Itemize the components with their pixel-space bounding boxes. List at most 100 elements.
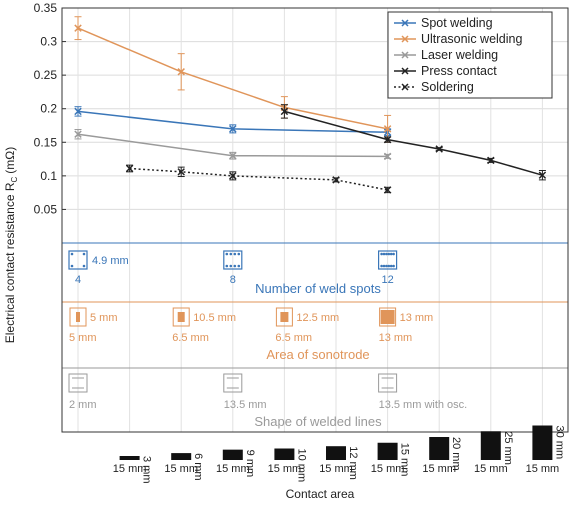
contact-area-item: 15 mm3 mm [113, 456, 153, 484]
weld-spot-dot [233, 252, 237, 256]
sonotrode-fill [280, 312, 289, 322]
weld-spot-dot [389, 264, 393, 268]
data-point [125, 164, 134, 173]
contact-area-width: 15 mm [113, 463, 147, 475]
contact-area-height: 12 mm [347, 446, 359, 480]
sonotrode-outline [379, 307, 397, 327]
legend-marker [401, 83, 409, 91]
weld-spot-dot [70, 252, 74, 256]
weld-spot-dot [82, 252, 86, 256]
marker-stroke [74, 130, 82, 138]
data-point [383, 135, 392, 144]
weld-spot-outline [68, 250, 88, 270]
sonotrode-width-label: 10.5 mm [193, 312, 236, 324]
weld-spot-dot [382, 264, 386, 268]
weld-spot-dot [233, 264, 237, 268]
marker-stroke [383, 125, 392, 133]
y-axis-title-main: Electrical contact resistance R [3, 182, 17, 343]
data-point [74, 24, 82, 32]
marker-stroke [435, 145, 443, 153]
y-tick-label: 0.35 [34, 1, 58, 15]
sonotrode-outline [172, 307, 190, 327]
weld-spot-dot [389, 252, 393, 256]
sonotrode-height-label: 6.5 mm [172, 332, 209, 344]
series-line-press-contact [284, 110, 543, 176]
x-axis-title: Contact area [286, 487, 355, 501]
data-point [177, 68, 185, 76]
marker-stroke [280, 107, 289, 116]
sonotrode-fill [177, 312, 185, 322]
legend: Spot welding Ultrasonic welding Laser weld… [387, 11, 553, 99]
marker-stroke [125, 164, 134, 173]
contact-area-height: 15 mm [399, 443, 411, 477]
contact-area-patch [429, 437, 450, 460]
contact-area-item: 15 mm9 mm [216, 449, 256, 478]
contact-area-patch [377, 442, 398, 460]
welded-line-label: 13.5 mm with osc. [379, 399, 468, 411]
series-layer [74, 16, 547, 194]
sonotrode-icon [172, 307, 190, 327]
data-point [229, 125, 237, 133]
sonotrode-width-label: 13 mm [400, 312, 434, 324]
series-ultrasonic-welding [74, 16, 392, 143]
data-point [280, 107, 289, 116]
weld-spot-dot [380, 264, 383, 268]
data-point [383, 186, 392, 194]
sonotrode-outline [69, 307, 87, 327]
contact-area-height: 6 mm [192, 453, 204, 481]
weld-spot-count: 12 [381, 274, 393, 286]
weld-spot-icon [68, 250, 88, 270]
weld-spot-dot [229, 264, 233, 268]
marker-stroke [538, 171, 547, 179]
legend-marker [401, 35, 409, 43]
legend-marker [401, 51, 409, 59]
welded-line-icon [68, 373, 88, 393]
data-point [383, 152, 392, 161]
sonotrode-fill [380, 310, 395, 324]
sonotrode-height-label: 6.5 mm [275, 332, 312, 344]
y-tick-label: 0.1 [40, 169, 57, 183]
marker-stroke [383, 135, 392, 144]
weld-spot-outline [223, 250, 243, 270]
weld-spot-dot [229, 252, 233, 256]
marker-stroke [74, 24, 82, 32]
weld-spot-dot [237, 252, 241, 256]
sonotrode-outline [275, 307, 293, 327]
y-tick-label: 0.3 [40, 35, 57, 49]
welded-line-outline [378, 373, 398, 393]
contact-area-patch [532, 425, 553, 460]
weld-spot-dot [387, 252, 391, 256]
weld-spot-outline [378, 250, 398, 270]
weld-spot-dot [382, 252, 386, 256]
marker-stroke [383, 186, 392, 194]
weld-spot-count: 4 [75, 274, 81, 286]
legend-label: Soldering [421, 80, 474, 94]
contact-area-height: 9 mm [244, 450, 256, 478]
series-laser-welding [74, 129, 392, 161]
weld-spot-dot [237, 264, 241, 268]
welded-line-icon [378, 373, 398, 393]
data-point [538, 171, 547, 179]
contact-area-patch [171, 453, 192, 460]
welded-line-label: 13.5 mm [224, 399, 267, 411]
grid [62, 7, 568, 432]
contact-area-width: 15 mm [474, 463, 508, 475]
sonotrode-width-label: 5 mm [90, 312, 118, 324]
contact-area-item: 15 mm 30 mm [526, 425, 565, 475]
weld-spot-dot [380, 252, 383, 256]
contact-area-height: 30 mm [553, 426, 565, 460]
weld-spot-dot [387, 264, 391, 268]
contact-area-patch [274, 448, 295, 460]
sonotrode-width-label: 12.5 mm [296, 312, 339, 324]
contact-area-height: 20 mm [450, 437, 462, 471]
legend-marker [401, 67, 409, 75]
data-point [74, 107, 82, 116]
data-point [229, 151, 237, 160]
